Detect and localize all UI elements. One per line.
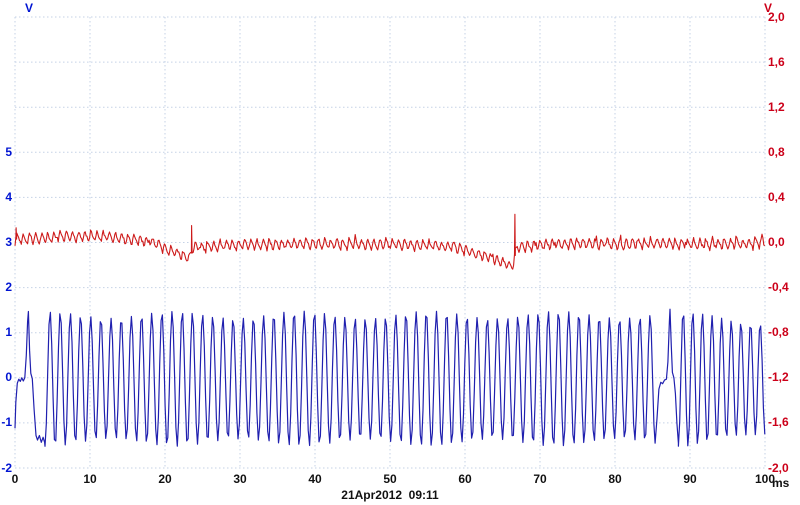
y-axis-tick-right: -0,8 (768, 325, 789, 340)
y-axis-tick-right: 0,0 (768, 235, 785, 249)
y-axis-tick-left: 5 (5, 144, 12, 159)
right-axis-unit-label: V (764, 1, 773, 15)
y-axis-tick-right: 2,0 (768, 9, 785, 24)
x-axis-tick: 90 (683, 472, 697, 486)
y-axis-tick-right: -0,4 (768, 280, 789, 295)
x-axis-tick: 70 (533, 472, 547, 486)
y-axis-tick-right: 1,6 (768, 54, 785, 69)
y-axis-tick-left: 0 (5, 370, 12, 385)
y-axis-tick-left: -1 (1, 415, 12, 430)
y-axis-tick-right: 1,2 (768, 99, 785, 114)
x-axis-tick: 30 (233, 472, 247, 486)
y-axis-tick-left: -2 (1, 460, 12, 475)
y-axis-tick-left: 2 (5, 280, 12, 295)
x-axis-unit-label: ms (772, 476, 790, 490)
y-axis-tick-right: -2,0 (768, 460, 789, 475)
y-axis-tick-right: 0,4 (768, 189, 785, 204)
left-axis-unit-label: V (25, 1, 34, 15)
x-axis-tick: 50 (383, 472, 397, 486)
x-axis-tick: 80 (608, 472, 622, 486)
y-axis-tick-right: 0,8 (768, 144, 785, 159)
y-axis-tick-right: -1,6 (768, 415, 789, 430)
x-axis-tick: 60 (458, 472, 472, 486)
timestamp: 21Apr2012 09:11 (341, 488, 439, 502)
x-axis-tick: 0 (11, 472, 19, 486)
red-trace-path (14, 213, 766, 270)
x-axis-tick: 20 (158, 472, 172, 486)
blue-trace-path (14, 308, 766, 447)
x-axis-tick: 10 (83, 472, 97, 486)
y-axis-tick-left: 3 (5, 235, 12, 249)
y-axis-tick-left: 1 (5, 325, 12, 340)
y-axis-tick-right: -1,2 (768, 370, 789, 385)
grid (14, 16, 766, 469)
x-axis-tick: 40 (308, 472, 322, 486)
y-axis-tick-left: 4 (5, 189, 12, 204)
x-axis-tick: 100 (754, 472, 776, 486)
